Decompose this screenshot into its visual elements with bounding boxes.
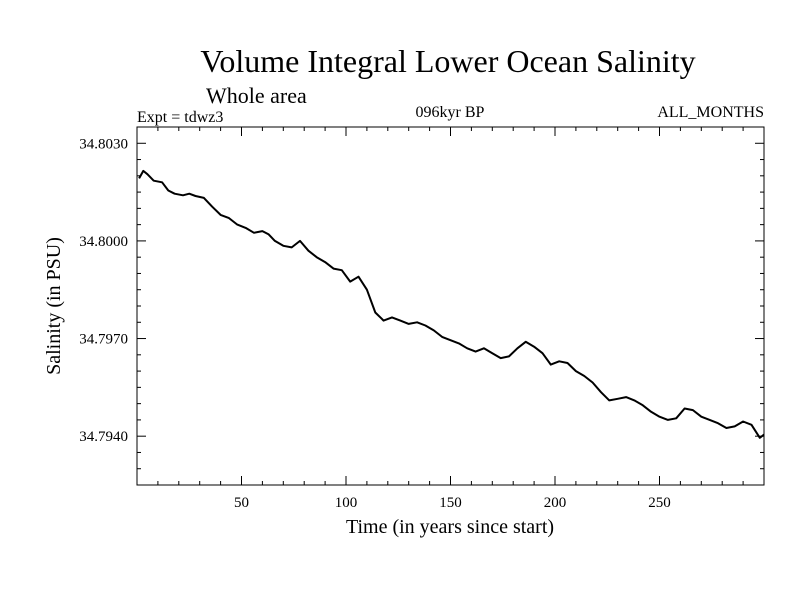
- x-axis-label: Time (in years since start): [346, 516, 554, 538]
- chart-subtitle: Whole area: [206, 83, 307, 108]
- experiment-label: Expt = tdwz3: [137, 109, 223, 126]
- x-tick-label: 50: [234, 495, 249, 511]
- y-tick-label: 34.8000: [79, 234, 128, 250]
- y-axis-label: Salinity (in PSU): [43, 237, 65, 375]
- plot-frame: [136, 126, 765, 486]
- x-tick-label: 150: [439, 495, 462, 511]
- salinity-series-line: [138, 169, 765, 439]
- x-tick-label: 250: [648, 495, 671, 511]
- y-tick-labels: 34.8030 34.8000 34.7970 34.7940: [79, 136, 128, 445]
- period-label: 096kyr BP: [416, 104, 485, 121]
- x-tick-labels: 50 100 150 200 250: [234, 495, 671, 511]
- series-group: [138, 169, 765, 439]
- x-tick-label: 100: [335, 495, 358, 511]
- chart-title: Volume Integral Lower Ocean Salinity: [200, 43, 695, 79]
- y-tick-label: 34.7940: [79, 429, 128, 445]
- axis-ticks: [137, 126, 764, 486]
- y-tick-label: 34.8030: [79, 136, 128, 152]
- x-tick-label: 200: [544, 495, 567, 511]
- months-label: ALL_MONTHS: [657, 104, 764, 121]
- y-tick-label: 34.7970: [79, 332, 128, 348]
